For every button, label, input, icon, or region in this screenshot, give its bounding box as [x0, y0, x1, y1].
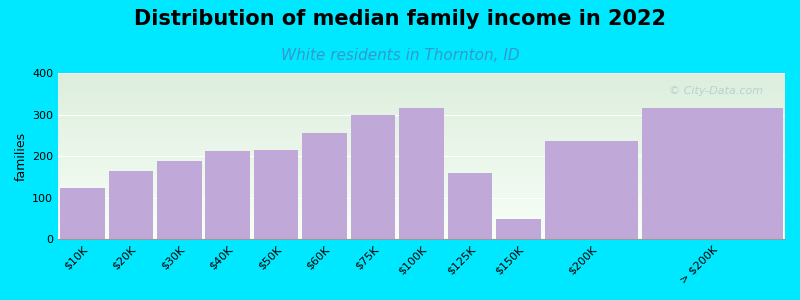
Bar: [545, 141, 638, 239]
Text: © City-Data.com: © City-Data.com: [669, 86, 763, 96]
Bar: [399, 108, 444, 239]
Y-axis label: families: families: [15, 131, 28, 181]
Text: Distribution of median family income in 2022: Distribution of median family income in …: [134, 9, 666, 29]
Bar: [109, 171, 153, 239]
Bar: [642, 108, 783, 239]
Text: White residents in Thornton, ID: White residents in Thornton, ID: [281, 48, 519, 63]
Bar: [206, 151, 250, 239]
Bar: [496, 219, 541, 239]
Bar: [60, 188, 105, 239]
Bar: [448, 173, 492, 239]
Bar: [302, 133, 347, 239]
Bar: [254, 150, 298, 239]
Bar: [157, 161, 202, 239]
Bar: [351, 115, 395, 239]
